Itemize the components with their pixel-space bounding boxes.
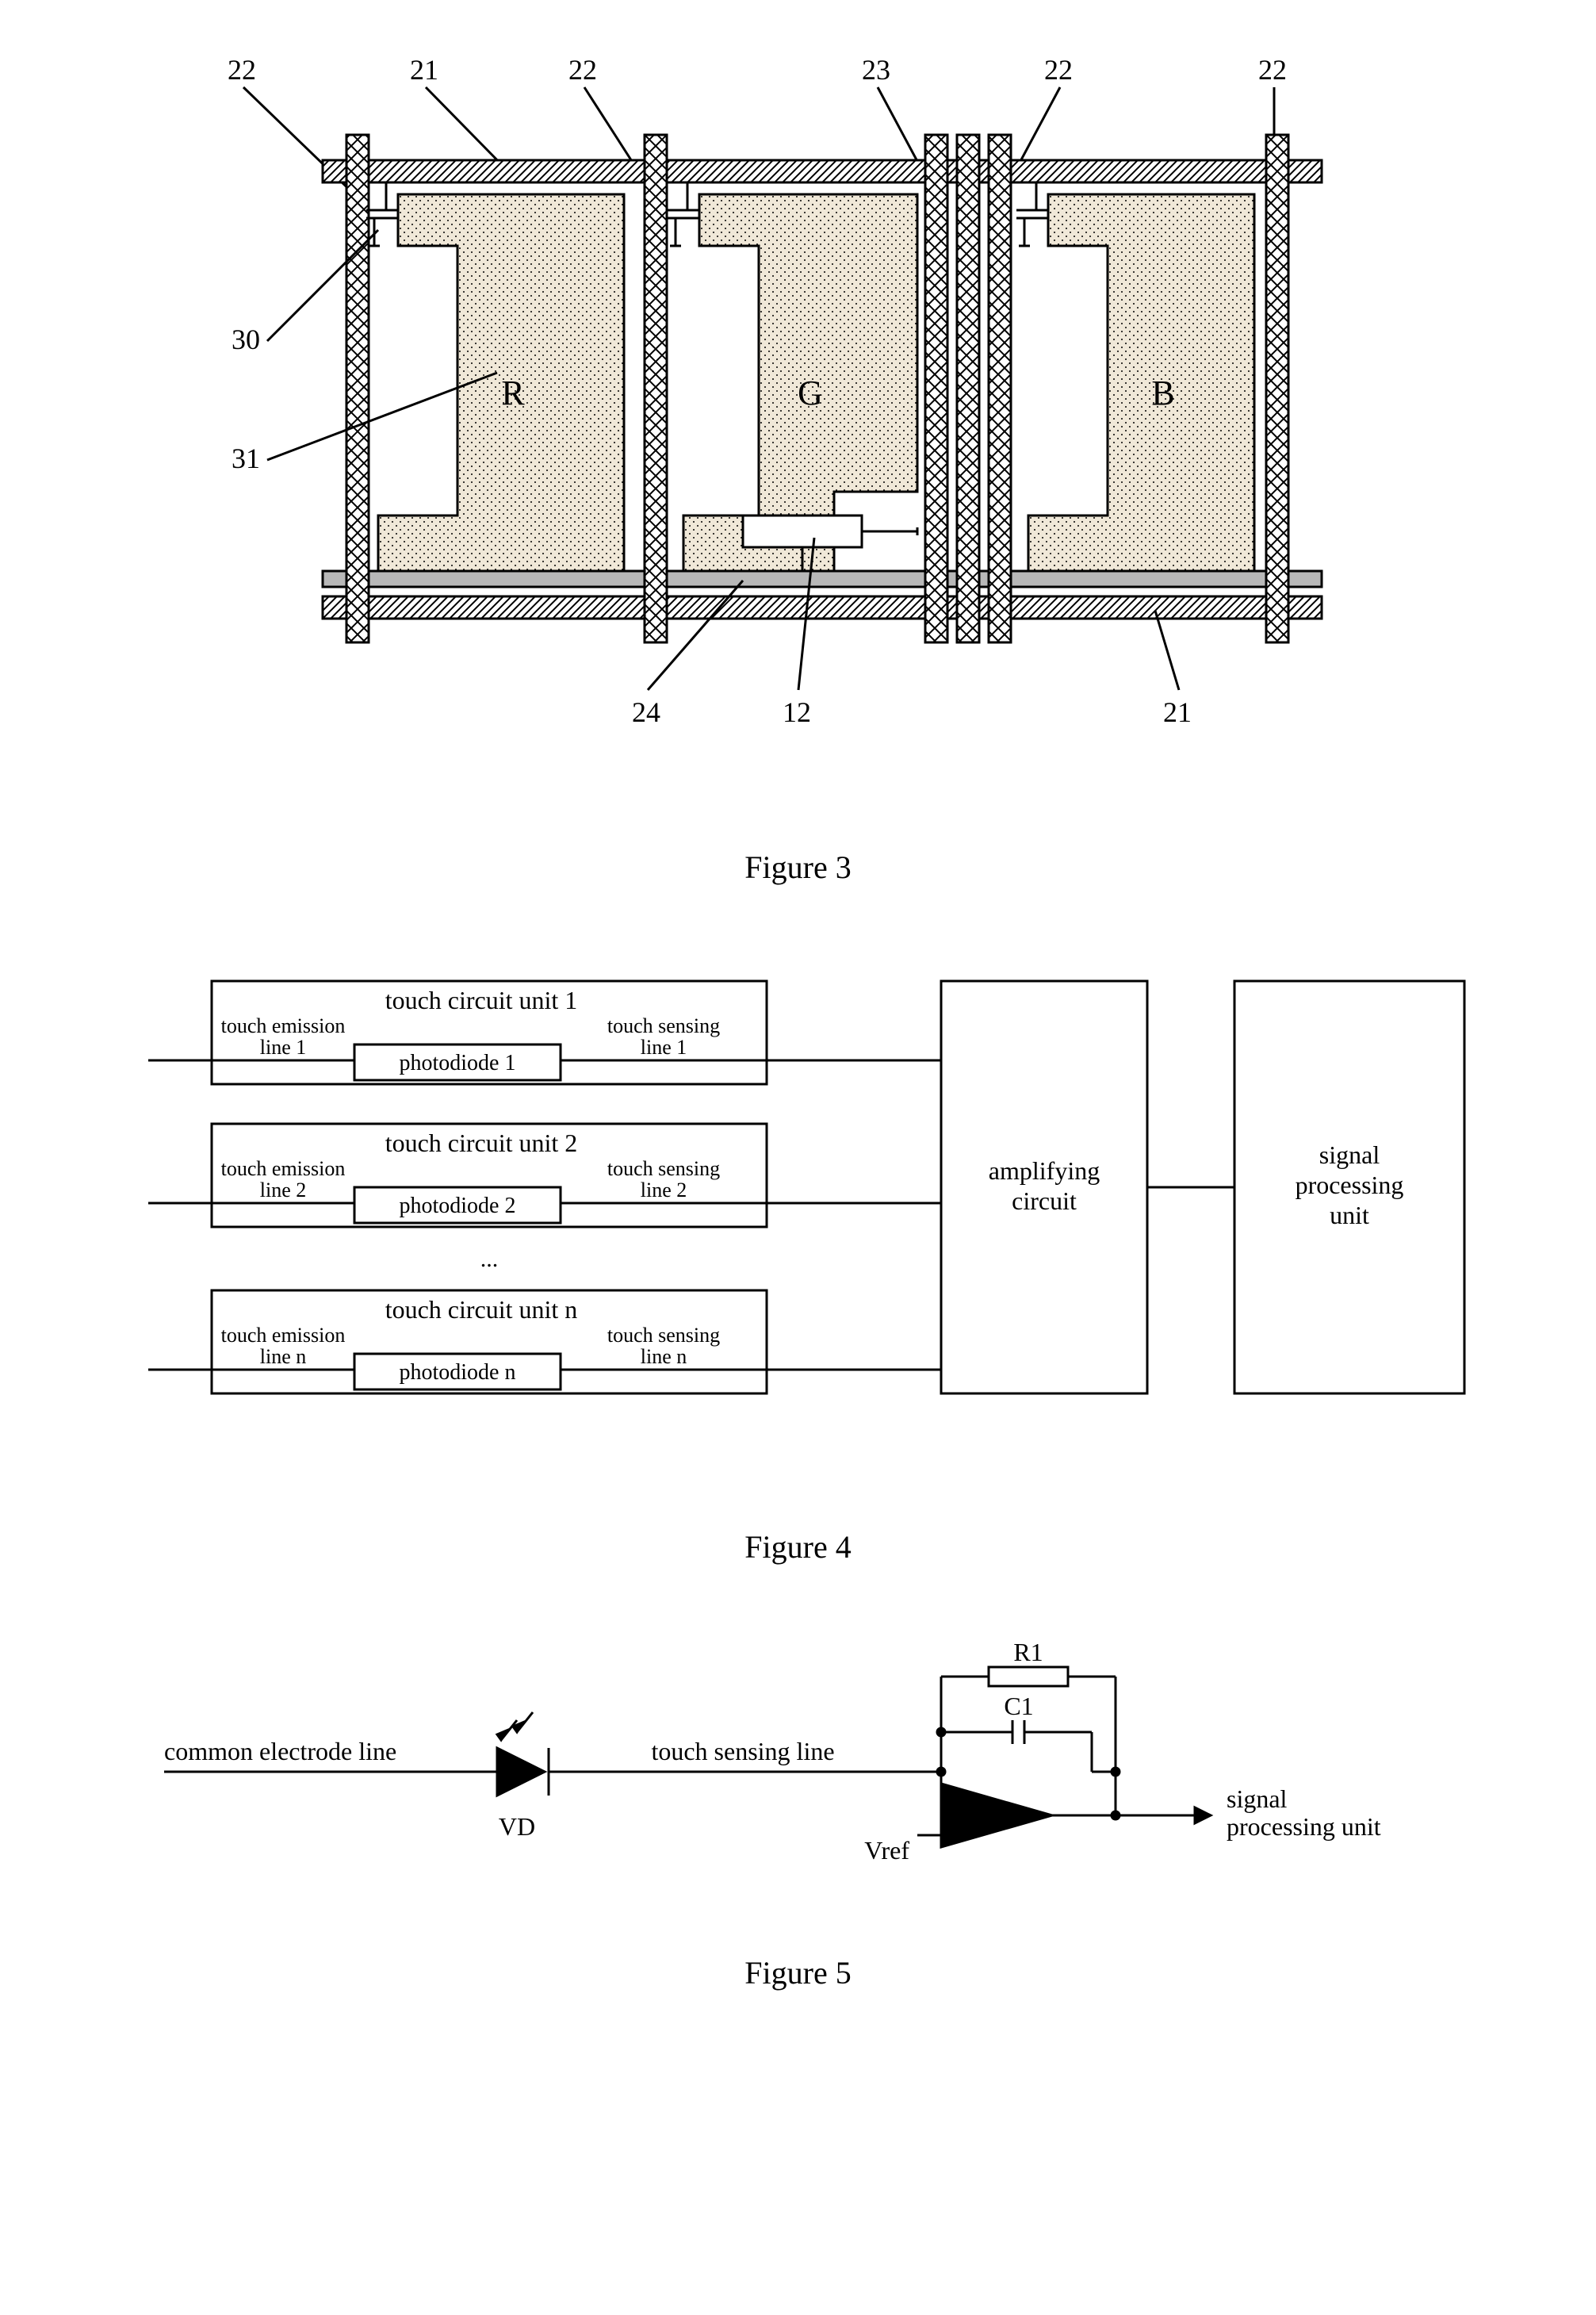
fig4-svg: touch circuit unit 1 touch emission line… bbox=[85, 949, 1512, 1504]
unit2-title: touch circuit unit 2 bbox=[385, 1129, 577, 1157]
figure-5: common electrode line VD touch sensing l… bbox=[32, 1629, 1564, 1991]
callout-22a: 22 bbox=[228, 54, 256, 86]
fig5-svg: common electrode line VD touch sensing l… bbox=[85, 1629, 1512, 1930]
figure-3: 22 21 22 23 22 22 R G B bbox=[32, 32, 1564, 886]
callout-31: 31 bbox=[232, 443, 260, 474]
unit2-diode: photodiode 2 bbox=[399, 1194, 515, 1218]
common-label: common electrode line bbox=[164, 1737, 396, 1765]
sig-line2: processing bbox=[1295, 1171, 1403, 1199]
unit1-snl: line 1 bbox=[640, 1036, 687, 1059]
unit1-title: touch circuit unit 1 bbox=[385, 986, 577, 1014]
callout-21b: 21 bbox=[1163, 696, 1192, 728]
fig3-caption: Figure 3 bbox=[32, 849, 1564, 886]
unit1-eml: line 1 bbox=[259, 1036, 306, 1059]
unitn-em: touch emission bbox=[220, 1324, 345, 1347]
callout-23: 23 bbox=[862, 54, 890, 86]
sig-line1: signal bbox=[1319, 1140, 1380, 1169]
callout-22b: 22 bbox=[568, 54, 597, 86]
pixel-g-label: G bbox=[798, 374, 823, 412]
unitn-eml: line n bbox=[259, 1345, 306, 1368]
callout-22c: 22 bbox=[1044, 54, 1073, 86]
callout-21a: 21 bbox=[410, 54, 438, 86]
unitn-diode: photodiode n bbox=[399, 1360, 515, 1385]
unitn-title: touch circuit unit n bbox=[385, 1295, 577, 1324]
fig3-svg: 22 21 22 23 22 22 R G B bbox=[85, 32, 1512, 825]
pixel-b-label: B bbox=[1151, 374, 1174, 412]
r1-label: R1 bbox=[1013, 1638, 1043, 1666]
figure-4: touch circuit unit 1 touch emission line… bbox=[32, 949, 1564, 1566]
unit2-snl: line 2 bbox=[640, 1179, 687, 1202]
pixel-r-label: R bbox=[501, 374, 525, 412]
fig5-caption: Figure 5 bbox=[32, 1954, 1564, 1991]
out-label-1: signal bbox=[1227, 1784, 1288, 1813]
out-label-2: processing unit bbox=[1227, 1812, 1381, 1841]
unit2-sn: touch sensing bbox=[607, 1157, 719, 1180]
sig-line3: unit bbox=[1330, 1201, 1369, 1229]
fig4-caption: Figure 4 bbox=[32, 1528, 1564, 1566]
c1-label: C1 bbox=[1004, 1692, 1033, 1720]
subpixel-g: G bbox=[668, 182, 917, 571]
subpixel-r: R bbox=[366, 182, 624, 571]
unit1-diode: photodiode 1 bbox=[399, 1051, 515, 1075]
callout-30: 30 bbox=[232, 324, 260, 355]
unitn-sn: touch sensing bbox=[607, 1324, 719, 1347]
amp-line1: amplifying bbox=[988, 1156, 1099, 1185]
unit1-em: touch emission bbox=[220, 1014, 345, 1037]
vd-label: VD bbox=[498, 1812, 534, 1841]
subpixel-b: B bbox=[1016, 182, 1254, 571]
unit1-sn: touch sensing bbox=[607, 1014, 719, 1037]
unitn-snl: line n bbox=[640, 1345, 687, 1368]
amp-line2: circuit bbox=[1012, 1186, 1077, 1215]
sensing-label: touch sensing line bbox=[651, 1737, 834, 1765]
unit2-em: touch emission bbox=[220, 1157, 345, 1180]
callout-22d: 22 bbox=[1258, 54, 1287, 86]
unit2-eml: line 2 bbox=[259, 1179, 306, 1202]
ellipsis: ... bbox=[480, 1246, 498, 1272]
vref-label: Vref bbox=[864, 1836, 909, 1865]
callout-24: 24 bbox=[632, 696, 660, 728]
callout-12: 12 bbox=[783, 696, 811, 728]
